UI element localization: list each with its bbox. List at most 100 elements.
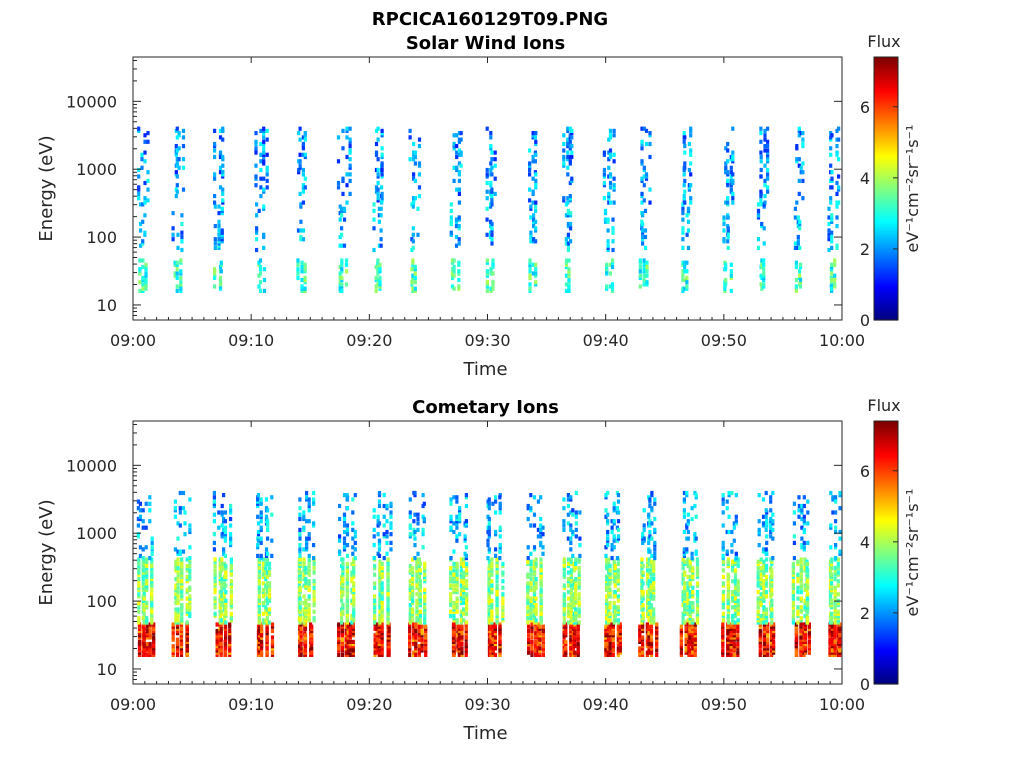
flux-cell (176, 566, 180, 571)
flux-cell (693, 624, 697, 629)
flux-cell (616, 568, 620, 573)
flux-cell (345, 200, 349, 205)
flux-cell (756, 202, 761, 207)
flux-cell (564, 260, 569, 265)
flux-cell (495, 559, 499, 564)
flux-cell (312, 618, 316, 623)
flux-cell (262, 128, 266, 133)
flux-cell (307, 559, 311, 564)
flux-cell (380, 198, 384, 203)
flux-cell (373, 652, 377, 657)
flux-cell (417, 581, 421, 586)
flux-cell (408, 607, 412, 612)
flux-cell (152, 635, 156, 640)
flux-cell (452, 529, 456, 535)
flux-cell (763, 194, 767, 199)
flux-cell (459, 163, 463, 168)
flux-cell (345, 607, 349, 612)
flux-cell (759, 174, 763, 179)
flux-cell (801, 196, 805, 201)
flux-cell (498, 646, 502, 651)
flux-cell (572, 581, 576, 586)
flux-cell (611, 624, 615, 629)
flux-cell (538, 652, 542, 657)
colorbar-step (874, 70, 898, 73)
flux-cell (176, 549, 180, 554)
flux-cell (260, 652, 264, 657)
flux-cell (602, 180, 606, 186)
flux-cell (449, 566, 453, 571)
flux-cell (137, 174, 141, 179)
flux-cell (176, 245, 180, 250)
flux-cell (493, 163, 497, 168)
flux-cell (417, 633, 421, 638)
flux-cell (691, 592, 695, 597)
flux-cell (455, 150, 459, 155)
flux-cell (137, 644, 142, 649)
flux-cell (498, 501, 502, 506)
colorbar-step (874, 291, 898, 295)
flux-cell (267, 611, 272, 616)
flux-cell (566, 605, 571, 610)
flux-cell (346, 631, 350, 636)
flux-cell (489, 650, 493, 655)
flux-cell (683, 561, 687, 566)
flux-cell (380, 581, 384, 586)
flux-cell (457, 139, 461, 144)
flux-cell (566, 590, 571, 595)
flux-cell (179, 269, 183, 274)
flux-cell (690, 556, 694, 561)
flux-cell (348, 633, 352, 638)
flux-cell (148, 650, 152, 655)
flux-cell (136, 506, 140, 511)
flux-cell (533, 159, 537, 164)
flux-cell (262, 288, 267, 293)
flux-cell (346, 650, 350, 655)
flux-cell (137, 635, 142, 640)
spectrogram (136, 490, 842, 657)
flux-cell (457, 241, 461, 246)
flux-cell (424, 644, 428, 649)
flux-cell (688, 583, 692, 588)
flux-cell (606, 490, 610, 496)
flux-cell (348, 150, 352, 155)
flux-cell (376, 532, 380, 537)
flux-cell (345, 618, 349, 623)
flux-cell (759, 167, 763, 173)
colorbar-step (874, 92, 898, 95)
flux-cell (348, 635, 352, 640)
flux-cell (150, 613, 154, 619)
flux-cell (618, 622, 622, 627)
flux-cell (491, 639, 495, 644)
flux-cell (260, 650, 264, 655)
flux-cell (638, 646, 642, 651)
flux-cell (304, 577, 308, 582)
flux-cell (684, 639, 688, 644)
flux-cell (377, 635, 381, 640)
flux-cell (566, 154, 570, 160)
flux-cell (412, 172, 416, 177)
flux-cell (260, 646, 264, 651)
flux-cell (298, 532, 302, 537)
flux-cell (731, 196, 735, 201)
flux-cell (608, 581, 612, 586)
flux-cell (539, 543, 543, 548)
flux-cell (457, 271, 461, 276)
flux-cell (536, 622, 540, 627)
flux-cell (532, 598, 537, 603)
flux-cell (641, 570, 645, 575)
flux-cell (498, 545, 502, 550)
flux-cell (215, 635, 219, 640)
flux-cell (611, 652, 615, 657)
flux-cell (683, 598, 687, 603)
flux-cell (417, 626, 421, 631)
flux-cell (566, 561, 571, 566)
flux-cell (835, 215, 839, 220)
flux-cell (729, 288, 733, 293)
flux-cell (568, 196, 572, 201)
flux-cell (569, 631, 573, 636)
flux-cell (695, 605, 700, 610)
flux-cell (495, 590, 499, 595)
flux-cell (385, 540, 389, 545)
flux-cell (691, 570, 695, 575)
